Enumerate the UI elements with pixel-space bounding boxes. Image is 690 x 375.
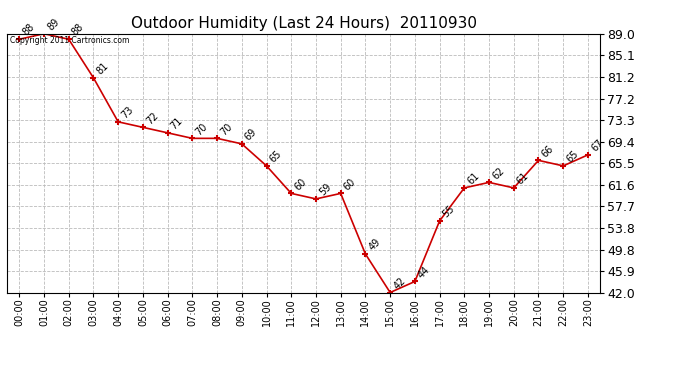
Text: 66: 66 bbox=[540, 143, 555, 159]
Text: 81: 81 bbox=[95, 61, 110, 76]
Text: 65: 65 bbox=[268, 148, 284, 165]
Text: 69: 69 bbox=[243, 127, 259, 142]
Text: 60: 60 bbox=[293, 176, 308, 192]
Text: 70: 70 bbox=[194, 121, 210, 137]
Text: 55: 55 bbox=[441, 204, 457, 219]
Text: 71: 71 bbox=[169, 116, 185, 132]
Text: 70: 70 bbox=[219, 121, 235, 137]
Title: Outdoor Humidity (Last 24 Hours)  20110930: Outdoor Humidity (Last 24 Hours) 2011093… bbox=[130, 16, 477, 31]
Text: 60: 60 bbox=[342, 176, 358, 192]
Text: 49: 49 bbox=[367, 237, 382, 253]
Text: 62: 62 bbox=[491, 165, 506, 181]
Text: 73: 73 bbox=[119, 105, 135, 120]
Text: 61: 61 bbox=[466, 171, 482, 186]
Text: 88: 88 bbox=[21, 22, 37, 38]
Text: 67: 67 bbox=[589, 138, 605, 153]
Text: 44: 44 bbox=[416, 264, 432, 280]
Text: 72: 72 bbox=[144, 110, 160, 126]
Text: Copyright 2011 Cartronics.com: Copyright 2011 Cartronics.com bbox=[10, 36, 129, 45]
Text: 42: 42 bbox=[391, 275, 407, 291]
Text: 65: 65 bbox=[564, 148, 580, 165]
Text: 88: 88 bbox=[70, 22, 86, 38]
Text: 59: 59 bbox=[317, 182, 333, 198]
Text: 89: 89 bbox=[46, 16, 61, 32]
Text: 61: 61 bbox=[515, 171, 531, 186]
